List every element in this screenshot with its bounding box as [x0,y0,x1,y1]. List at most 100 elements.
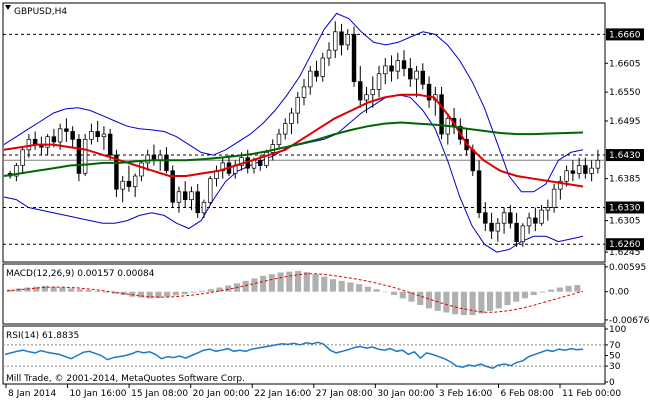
macd-histogram-bar [68,288,75,292]
candle-body [57,128,63,143]
macd-histogram-bar [111,291,118,294]
candle-body [132,175,138,187]
macd-histogram-bar [452,291,459,315]
candle [20,147,25,174]
candle-body [308,70,313,88]
price-axis-label: 1.6550 [609,88,641,98]
time-axis-label: 3 Feb 16:00 [439,389,493,399]
candle-body [145,154,150,164]
candle-body [251,159,257,169]
rsi-axis-label: 70 [609,341,621,351]
macd-histogram-bar [504,291,511,306]
macd-histogram-bar [574,285,581,292]
macd-histogram-bar [172,291,179,296]
candle-body [101,133,107,138]
macd-histogram-bar [312,274,319,292]
macd-histogram-bar [24,287,31,292]
candle [495,217,501,242]
candle-body [395,60,401,72]
candle [333,21,338,59]
candle [82,134,88,177]
macd-histogram-bar [277,272,284,292]
candle [283,118,288,140]
macd-histogram-bar [103,291,110,293]
candle [76,134,82,182]
candle-body [595,159,601,169]
macd-histogram-bar [76,289,83,292]
rsi-label: RSI(14) 61.8835 [6,331,79,341]
candle-body [139,162,144,177]
candle-body [551,188,557,208]
candle [520,223,526,247]
price-level-label: 1.6330 [609,204,641,214]
candle [414,65,419,98]
candle-body [495,222,501,232]
macd-histogram-bar [216,287,223,292]
candle-body [383,65,388,75]
macd-histogram-bar [260,275,267,292]
candle-body [120,180,125,190]
candle [526,212,532,234]
macd-histogram-bar [478,291,485,314]
candle-body [126,180,132,187]
candle [95,120,100,142]
candle [539,204,544,226]
candle-body [320,57,325,77]
candle-body [264,152,269,166]
candle-body [533,217,538,224]
candle-body [326,49,332,59]
macd-histogram-bar [155,291,162,298]
macd-histogram-bar [408,291,415,302]
macd-histogram-bar [199,290,206,292]
candle-body [376,73,382,90]
candle-body [526,217,532,227]
candle-body [170,170,175,203]
macd-histogram-bar [495,291,502,309]
candle-body [301,86,307,98]
bollinger-upper-line [3,12,584,193]
macd-histogram-bar [513,291,520,302]
candle-body [289,112,294,124]
price-axis-label: 1.6495 [609,117,641,127]
candle [545,199,551,221]
candle-body [358,81,363,101]
candle [220,157,225,179]
candle-body [476,170,482,214]
candle [176,186,182,213]
candle [508,204,513,229]
candle [114,149,119,198]
macd-histogram-bar [164,291,171,297]
candle-body [189,191,194,200]
candle [182,181,188,208]
candle-body [201,201,207,214]
candle-body [364,94,369,101]
candle [395,52,401,80]
candle-body [545,207,551,211]
candle [107,128,113,161]
macd-histogram-bar [181,291,188,295]
time-axis-label: 27 Jan 08:00 [316,389,373,399]
candle-body [539,209,544,224]
candle [120,176,125,203]
time-axis-label: 20 Jan 00:00 [193,389,250,399]
time-axis-label: 6 Feb 08:00 [500,389,554,399]
macd-label: MACD(12,26,9) 0.00157 0.00084 [6,269,155,279]
macd-histogram-bar [137,291,145,298]
candle [101,126,107,150]
candle [476,160,482,218]
candle-body [339,31,344,46]
candle-body [414,70,419,80]
candle [189,186,194,211]
macd-histogram-bar [364,286,371,292]
candle [514,212,519,247]
time-axis-label: 8 Jan 2014 [8,389,56,399]
candle [383,58,388,85]
macd-histogram-bar [338,280,345,292]
candle-body [107,133,113,156]
candle [308,65,313,95]
candle [301,79,307,106]
macd-histogram-bar [443,291,450,313]
candle-body [95,131,100,138]
